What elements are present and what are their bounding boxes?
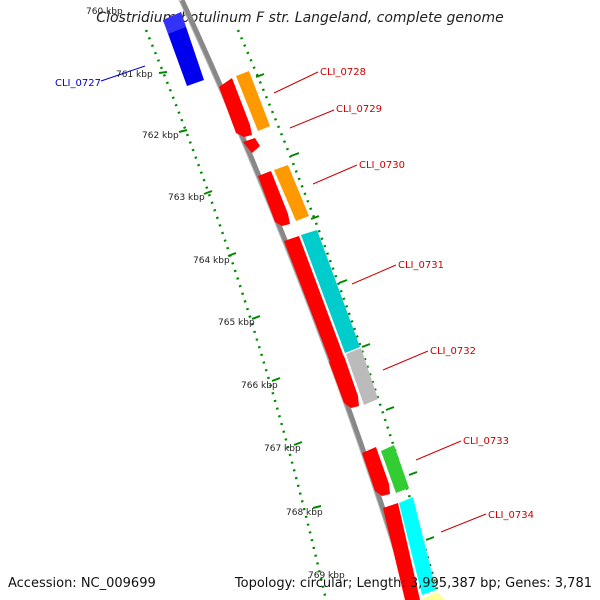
gene-label-cli-0733[interactable]: CLI_0733 [463,436,509,447]
gene-feature-cli-0733[interactable] [381,445,409,493]
label-leader [351,264,397,285]
gene-label-cli-0730[interactable]: CLI_0730 [359,160,405,171]
tick-mark [408,471,418,476]
gene-feature-cli-0733-cds[interactable] [362,447,390,496]
tick-label-partial: 760 kbp [86,7,123,17]
gene-feature-cli-0730[interactable] [274,165,309,221]
label-leader [312,164,358,185]
tick-mark [227,252,237,257]
gene-label-cli-0731[interactable]: CLI_0731 [398,260,444,271]
tick-label-partial: 769 kbp [308,571,345,581]
map-title: Clostridium botulinum F str. Langeland, … [96,10,503,26]
tick-mark [255,73,265,78]
gene-label-cli-0734[interactable]: CLI_0734 [488,510,534,521]
tick-mark [361,343,371,348]
gene-feature-cli-0729[interactable] [243,138,260,153]
gene-feature-cli-0728[interactable] [236,71,270,131]
tick-mark [178,129,188,133]
tick-label: 765 kbp [218,318,255,328]
gene-label-cli-0727[interactable]: CLI_0727 [55,78,101,89]
label-leader [273,71,319,94]
label-leader [100,65,146,82]
gene-feature-cli-0732[interactable] [346,348,378,405]
tick-mark [425,536,435,541]
tick-mark [251,315,261,320]
label-leader [415,440,462,461]
tick-label: 766 kbp [241,381,278,391]
tick-label: 763 kbp [168,193,205,203]
tick-mark [158,71,168,74]
genome-stats-text: Topology: circular; Length: 3,995,387 bp… [234,576,592,591]
tick-label: 768 kbp [286,508,323,518]
label-leader [440,513,487,533]
tick-mark [310,215,320,220]
tick-mark [290,152,300,157]
tick-label: 762 kbp [142,131,179,141]
gene-label-cli-0729[interactable]: CLI_0729 [336,104,382,115]
tick-mark [203,190,213,195]
tick-label: 761 kbp [116,70,153,80]
tick-mark [338,279,348,284]
label-leader [289,109,335,129]
tick-mark [312,505,322,509]
gene-label-cli-0732[interactable]: CLI_0732 [430,346,476,357]
label-leader [382,350,429,371]
gene-feature-cli-0731-cds[interactable] [284,236,349,377]
tick-mark [385,406,395,411]
gene-feature-cli-0728-cds[interactable] [219,78,252,137]
gene-feature-cli-0734-cds[interactable] [383,503,420,600]
tick-mark [271,377,281,382]
gene-label-cli-0728[interactable]: CLI_0728 [320,67,366,78]
gene-feature-cli-0732-cds[interactable] [329,356,359,408]
inner-tick-rail [144,29,328,600]
gene-feature-cli-0734[interactable] [399,497,436,595]
gene-feature-cli-0730-cds[interactable] [258,171,290,226]
tick-label: 764 kbp [193,256,230,266]
gene-feature-cli-0731[interactable] [301,230,360,353]
tick-label: 767 kbp [264,444,301,454]
accession-text: Accession: NC_009699 [8,576,156,591]
tick-mark [293,441,303,446]
